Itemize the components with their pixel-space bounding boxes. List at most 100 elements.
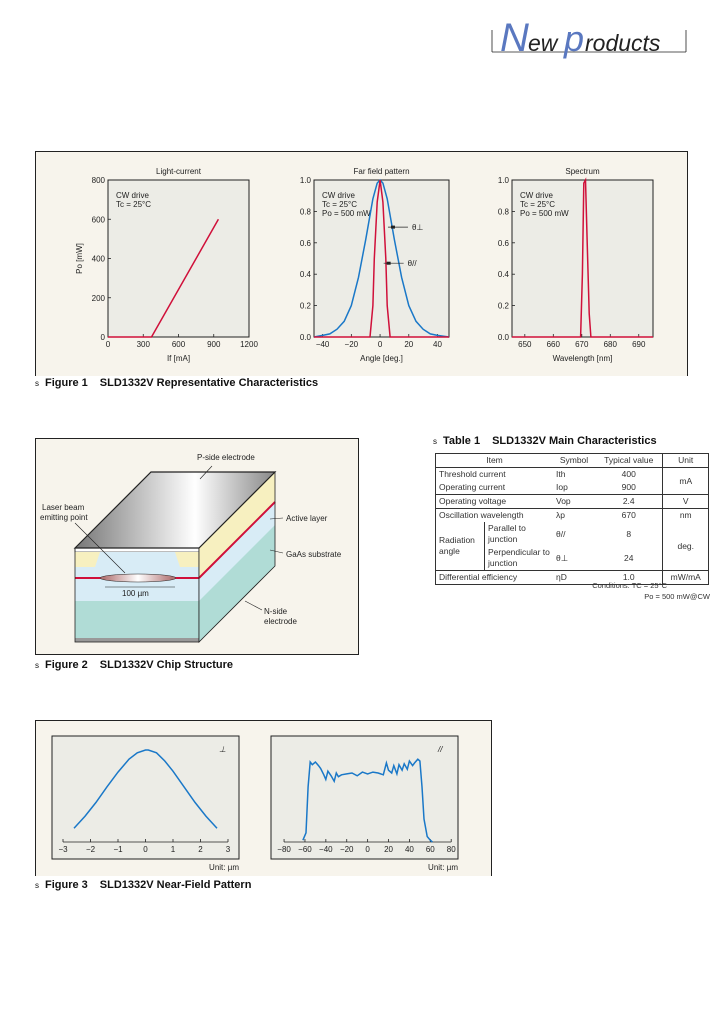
cell-unit: V [662,494,709,509]
series-line-parallel [314,179,449,338]
x-tick-label: −40 [316,340,330,349]
x-tick-label: −3 [58,845,68,854]
caption-title: SLD1332V Representative Characteristics [99,377,319,389]
y-tick-label: 0 [101,333,106,342]
x-tick-label: −60 [298,845,312,854]
x-tick-label: 3 [226,845,231,854]
cell-unit: deg. [677,540,695,551]
chart-title: Light-current [156,167,202,176]
cell-symbol: Ith [556,469,566,479]
x-tick-label: 0 [106,340,111,349]
emitting-point-label: emitting point [40,513,88,522]
svg-text:roducts: roducts [585,30,661,56]
x-tick-label: 650 [518,340,532,349]
chart-annotation: Tc = 25°C [322,200,357,209]
chip-front-face [74,547,200,643]
table-header-row: Item Symbol Typical value Unit [435,453,709,468]
x-tick-label: −1 [113,845,123,854]
chart-annotation: Po = 500 mW [520,209,569,218]
series-line [108,218,220,338]
chip-side-face [198,471,276,643]
cell-value: 400 [594,467,664,481]
caption-number: Figure 3 [45,879,88,891]
svg-text:ew: ew [528,30,559,56]
figure-3-caption: s Figure 3 SLD1332V Near-Field Pattern [35,879,251,891]
y-tick-label: 0.0 [300,333,312,342]
y-tick-label: 1.0 [498,176,510,185]
series-line [73,749,218,829]
y-tick-label: 0.4 [498,270,510,279]
cell-value: 2.4 [594,494,664,509]
y-tick-label: 0.6 [498,239,510,248]
plot-area [107,179,250,338]
x-tick-label: 1 [171,845,176,854]
figure-2-caption: s Figure 2 SLD1332V Chip Structure [35,659,233,671]
figure-3-charts: −3 −2 −1 0 1 2 3 Unit: µm ⊥ −80 −60 −40 −20 0 20 40 60 80… [51,735,459,872]
x-tick-label: 40 [405,845,414,854]
y-tick-label: 600 [92,215,106,224]
caption-number: Table 1 [443,435,481,447]
series-line [302,758,433,843]
table-row: Oscillation wavelength λp 670 nm [435,508,709,522]
x-tick-label: 0 [365,845,370,854]
conditions-power: Po = 500 mW@CW [644,592,710,601]
x-tick-label: −2 [86,845,96,854]
x-tick-label: 0 [143,845,148,854]
header-symbol: Symbol [553,453,595,468]
cell-symbol: θ⊥ [556,552,569,563]
active-layer-label: Active layer [286,514,328,523]
y-tick-label: 0.2 [498,302,510,311]
caption-title: SLD1332V Near-Field Pattern [99,879,252,891]
cell-symbol: λp [553,508,595,522]
table-row: Differential efficiency ηD 1.0 mW/mA [435,570,709,585]
y-tick-label: 0.8 [498,207,510,216]
caption-marker: s [433,437,437,446]
caption-number: Figure 1 [45,377,88,389]
table-row: Operating voltage Vop 2.4 V [435,494,709,509]
y-tick-label: 0.6 [300,239,312,248]
n-side-label: N-side [264,607,288,616]
cell-item: Radiation angle [435,522,485,571]
table-row: Operating current Iop 900 [436,481,709,495]
x-axis-label: Unit: µm [428,863,458,872]
cell-subitem: Perpendicular to junction [488,547,550,568]
x-axis-label: Angle [deg.] [360,354,403,363]
x-tick-label: 670 [575,340,589,349]
y-axis-label: Po [mW] [75,243,84,274]
cell-item: Differential efficiency [435,570,553,585]
series-label: θ⊥ [412,223,423,232]
cell-symbol: Iop [556,482,568,492]
arrow-head [390,225,395,229]
header-value: Typical value [594,453,664,468]
figure-3-panel: −3 −2 −1 0 1 2 3 Unit: µm ⊥ −80 −60 −40 −20 0 20 40 60 80… [35,720,492,876]
y-tick-label: 1.0 [300,176,312,185]
cell-unit: nm [662,508,709,522]
chart: −80 −60 −40 −20 0 20 40 60 80 Unit: µm // [270,735,459,872]
x-axis-label: Unit: µm [209,863,239,872]
table-1-caption: s Table 1 SLD1332V Main Characteristics [433,435,657,447]
svg-text:p: p [563,18,584,59]
width-label: 100 µm [122,589,149,598]
x-axis-label: If [mA] [167,354,190,363]
cell-symbol: θ// [556,528,566,539]
x-tick-label: 900 [207,340,221,349]
y-tick-label: 800 [92,176,106,185]
caption-marker: s [35,379,39,388]
x-tick-label: −80 [277,845,291,854]
cell-item: Threshold current [439,469,506,479]
chip-top-electrode [73,471,277,549]
x-tick-label: 80 [447,845,456,854]
curve-label: // [437,745,443,754]
header-item: Item [435,453,553,468]
plot-area [313,179,450,338]
caption-number: Figure 2 [45,659,88,671]
x-tick-label: 300 [137,340,151,349]
x-tick-label: 2 [198,845,203,854]
figure-1-charts: 0 300 600 900 12000200400600800Light-current… [75,167,654,363]
figure-1-panel: 0 300 600 900 1200 0 200 400 600 800 Light-current… [35,151,688,376]
y-tick-label: 0.2 [300,302,312,311]
caption-title: SLD1332V Main Characteristics [492,435,657,447]
x-tick-label: 690 [632,340,646,349]
plot-area [51,735,240,860]
